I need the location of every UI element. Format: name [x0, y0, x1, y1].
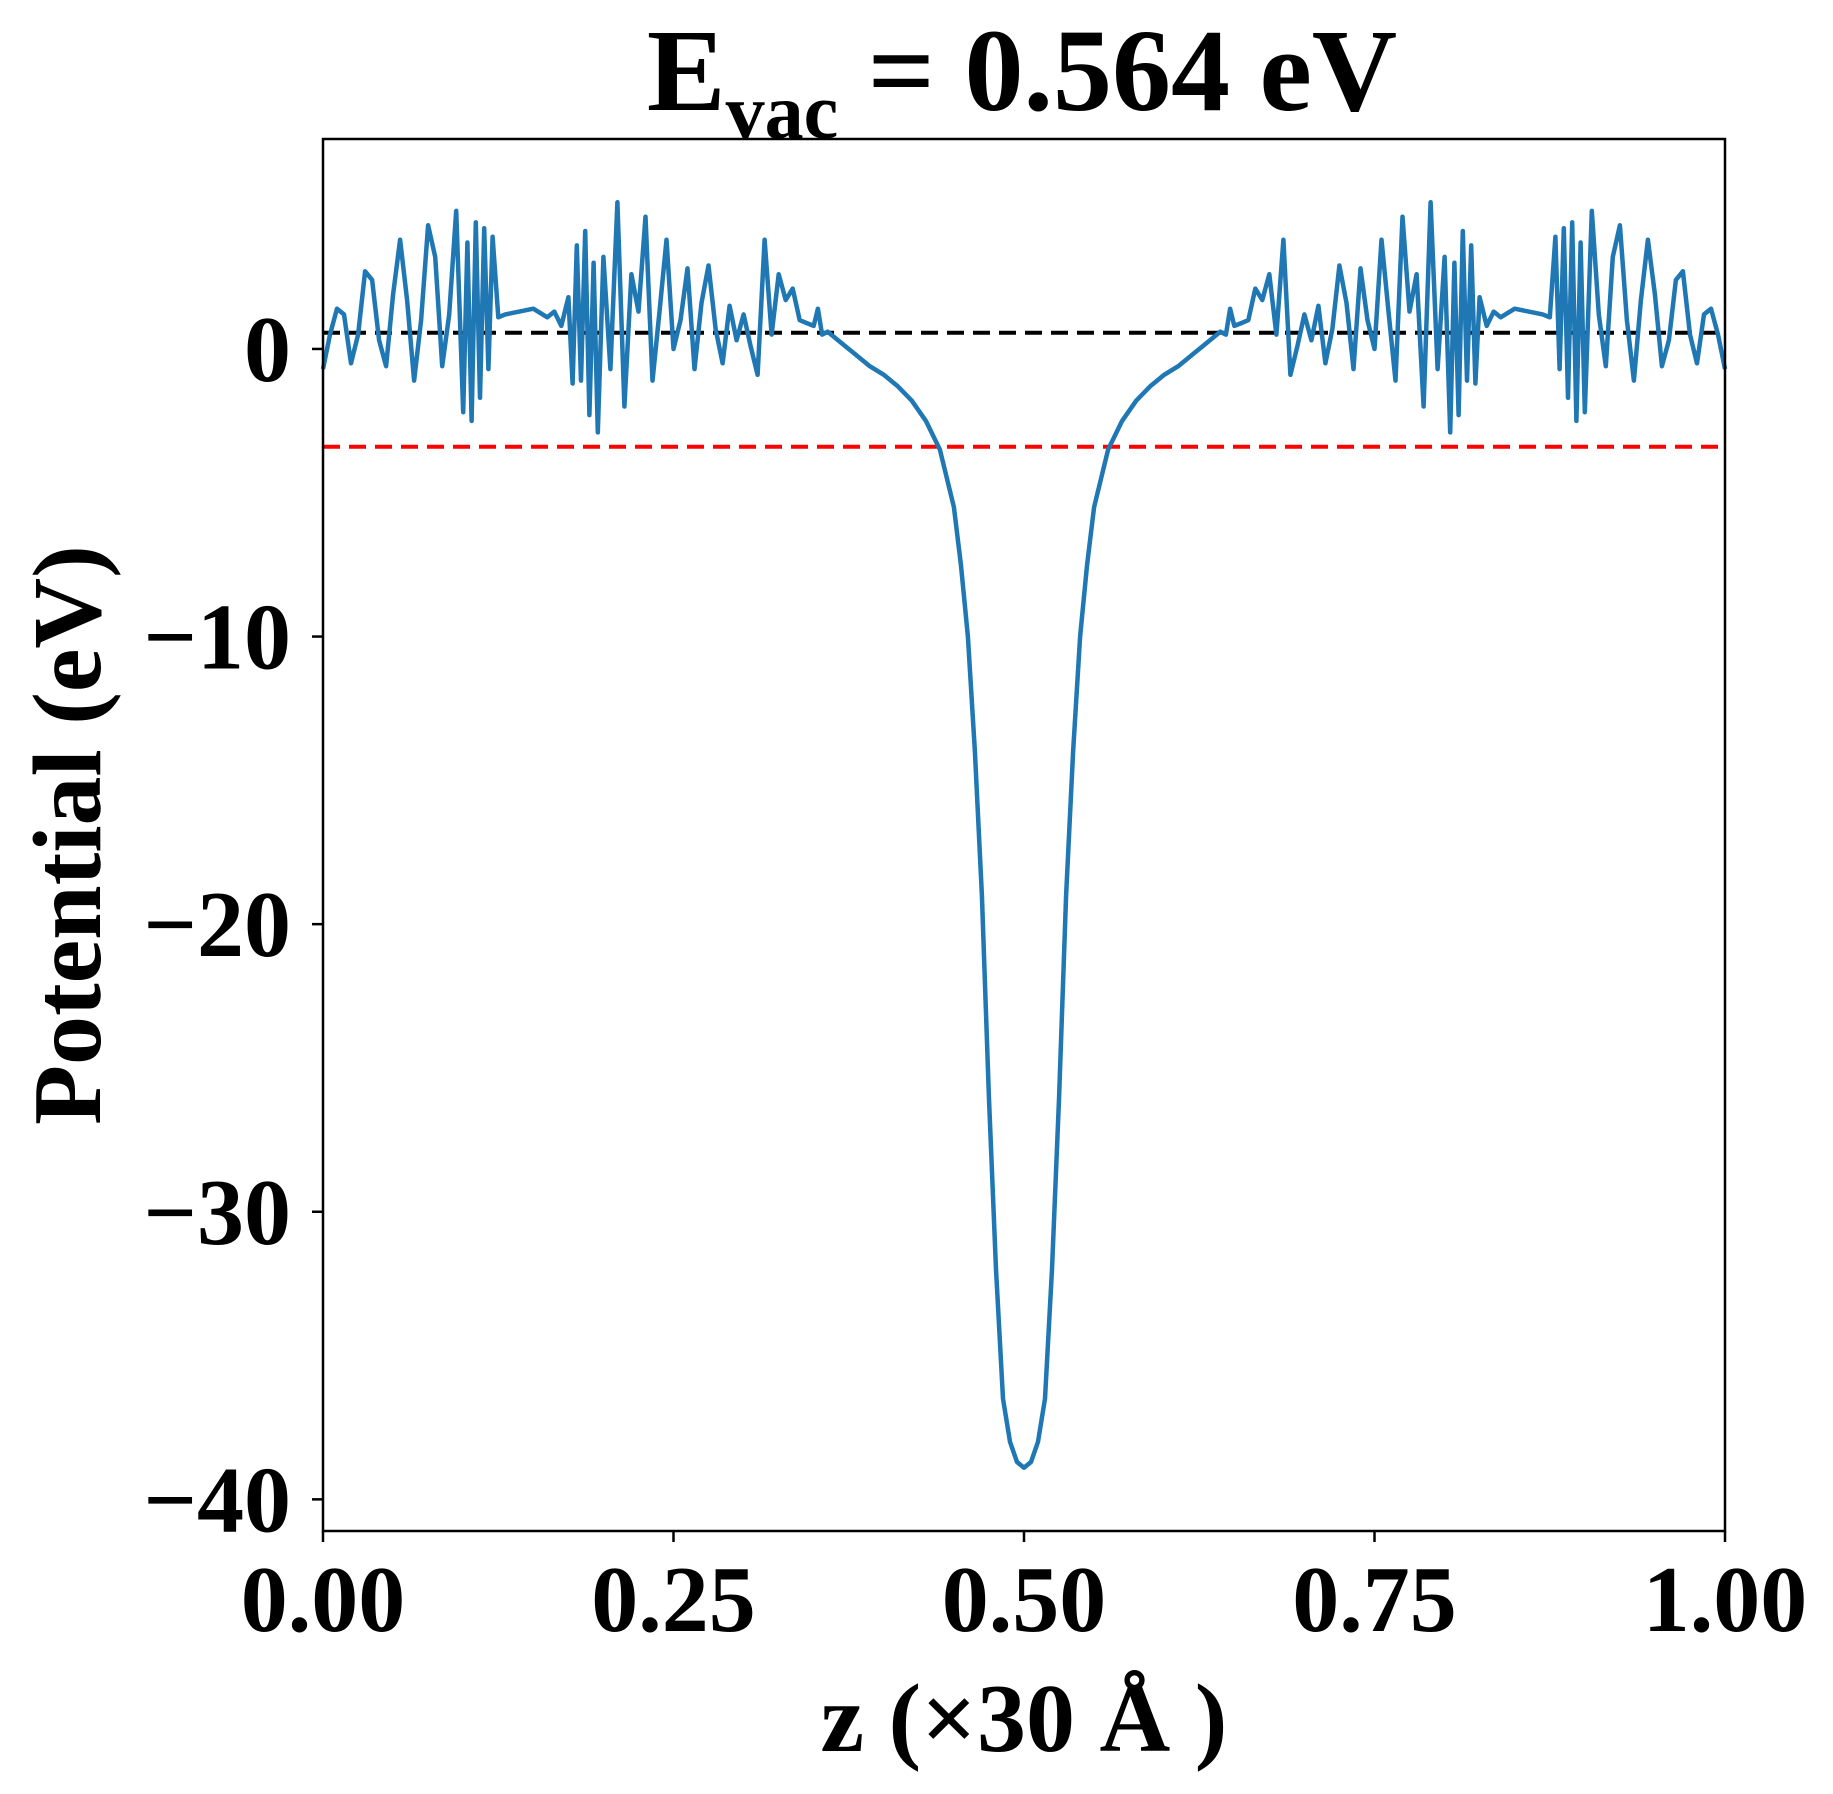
data-line: [320, 200, 1728, 1470]
x-tick-label: 0.25: [591, 1548, 756, 1652]
plot-frame: [321, 137, 1727, 1533]
y-tick-label: −30: [143, 1161, 291, 1265]
y-tick-label: −20: [143, 873, 291, 977]
chart-title: Evac = 0.564 eV: [647, 5, 1397, 155]
x-tick-label: 0.50: [942, 1548, 1107, 1652]
x-tick-label: 0.75: [1292, 1548, 1457, 1652]
title-main: E: [647, 5, 726, 136]
y-tick-label: −10: [143, 586, 291, 690]
x-tick-label: 1.00: [1643, 1548, 1808, 1652]
title-sub: vac: [726, 68, 839, 155]
x-axis-label: z (×30 Å ): [821, 1665, 1228, 1773]
y-tick-label: 0: [244, 298, 291, 402]
y-tick-label: −40: [143, 1448, 291, 1552]
y-axis-label: Potential (eV): [14, 545, 122, 1125]
x-tick-label: 0.00: [241, 1548, 406, 1652]
title-rest: = 0.564 eV: [838, 5, 1397, 136]
